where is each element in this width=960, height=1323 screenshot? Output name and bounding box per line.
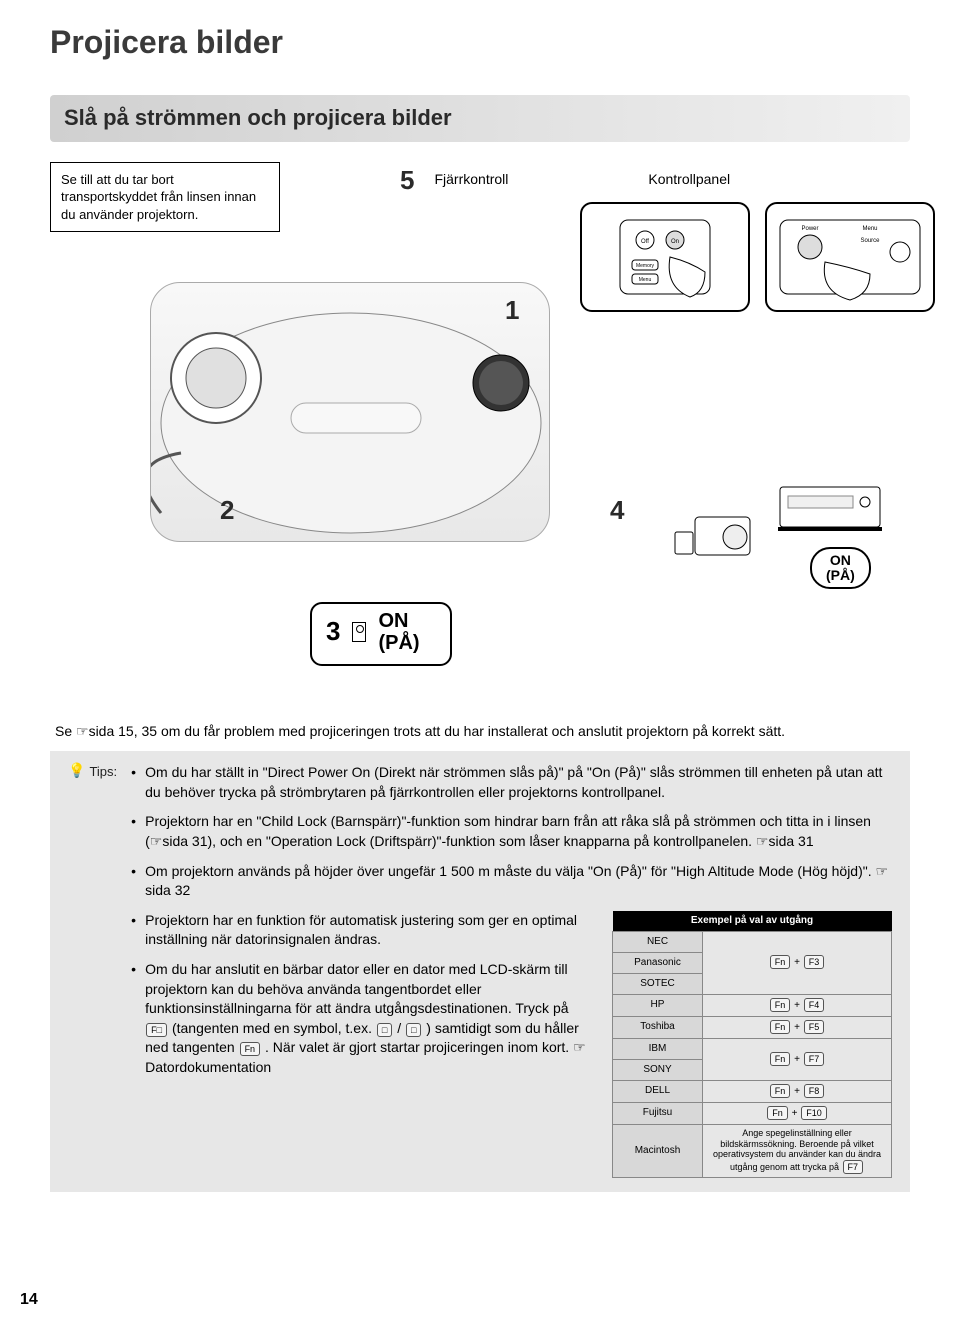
- svg-text:Memory: Memory: [636, 263, 655, 269]
- power-switch-icon: [352, 622, 366, 642]
- svg-text:Off: Off: [641, 239, 649, 245]
- tip-text: (tangenten med en symbol, t.ex.: [172, 1020, 376, 1036]
- tips-label-text: Tips:: [89, 763, 117, 781]
- table-row: ToshibaFn + F5: [613, 1016, 892, 1038]
- svg-text:On: On: [671, 239, 679, 245]
- setup-diagram: Se till att du tar bort transportskyddet…: [50, 162, 910, 702]
- svg-text:Power: Power: [801, 226, 818, 232]
- key-cap-monitor-icon: □: [406, 1023, 421, 1037]
- svg-text:Menu: Menu: [639, 277, 652, 283]
- tip-text: Om du har anslutit en bärbar dator eller…: [145, 961, 568, 1016]
- projector-illustration: [150, 282, 550, 542]
- controls-row: Off On Memory Menu Power Menu Source: [580, 202, 935, 312]
- brand-cell: HP: [613, 994, 703, 1016]
- step3-text: ON (PÅ): [378, 610, 419, 654]
- key-cap-fn: Fn: [240, 1042, 261, 1056]
- tip-text: /: [397, 1020, 405, 1036]
- key-cap-monitor-icon: □: [377, 1023, 392, 1037]
- table-header: Exempel på val av utgång: [613, 911, 892, 932]
- table-row: HPFn + F4: [613, 994, 892, 1016]
- remote-control-diagram: Off On Memory Menu: [580, 202, 750, 312]
- tip-item: Om du har anslutit en bärbar dator eller…: [131, 960, 592, 1078]
- table-row: MacintoshAnge spegelinställning eller bi…: [613, 1124, 892, 1177]
- table-row: FujitsuFn + F10: [613, 1102, 892, 1124]
- lens-note: Se till att du tar bort transportskyddet…: [50, 162, 280, 233]
- step-number-5: 5: [400, 162, 414, 198]
- svg-text:Source: Source: [860, 238, 880, 244]
- svg-text:Menu: Menu: [862, 226, 877, 232]
- page-title: Projicera bilder: [50, 20, 910, 65]
- step5-row: 5 Fjärrkontroll Kontrollpanel: [400, 162, 730, 198]
- tip-item: Projektorn har en "Child Lock (Barnspärr…: [131, 812, 892, 851]
- brand-cell: IBM: [613, 1038, 703, 1059]
- control-panel-diagram: Power Menu Source: [765, 202, 935, 312]
- tip-item: Om du har ställt in "Direct Power On (Di…: [131, 763, 892, 802]
- keys-cell: Fn + F7: [703, 1038, 892, 1080]
- brand-cell: SONY: [613, 1059, 703, 1080]
- mac-note-cell: Ange spegelinställning eller bildskärmss…: [703, 1124, 892, 1177]
- tips-block: 💡 Tips: Om du har ställt in "Direct Powe…: [50, 751, 910, 1192]
- table-row: IBMFn + F7: [613, 1038, 892, 1059]
- keys-cell: Fn + F8: [703, 1080, 892, 1102]
- cross-reference: Se ☞sida 15, 35 om du får problem med pr…: [50, 722, 910, 742]
- output-select-table: Exempel på val av utgång NECFn + F3Panas…: [612, 911, 892, 1178]
- step-number-3: 3: [326, 613, 340, 649]
- keys-cell: Fn + F10: [703, 1102, 892, 1124]
- keys-cell: Fn + F4: [703, 994, 892, 1016]
- step-number-2: 2: [220, 492, 234, 528]
- page-number: 14: [20, 1289, 38, 1311]
- tip-item: Projektorn har en funktion för automatis…: [131, 911, 592, 950]
- brand-cell: SOTEC: [613, 973, 703, 994]
- brand-cell: Panasonic: [613, 952, 703, 973]
- brand-cell: Toshiba: [613, 1016, 703, 1038]
- section-heading: Slå på strömmen och projicera bilder: [50, 95, 910, 142]
- brand-cell: Macintosh: [613, 1124, 703, 1177]
- remote-label: Fjärrkontroll: [434, 170, 508, 190]
- tips-label: 💡 Tips:: [68, 763, 117, 1178]
- key-cap-fx: F□: [146, 1023, 167, 1037]
- table-row: DELLFn + F8: [613, 1080, 892, 1102]
- panel-label: Kontrollpanel: [648, 170, 730, 190]
- step-number-1: 1: [505, 292, 519, 328]
- brand-cell: Fujitsu: [613, 1102, 703, 1124]
- keys-cell: Fn + F5: [703, 1016, 892, 1038]
- step-number-4: 4: [610, 492, 624, 528]
- brand-cell: NEC: [613, 931, 703, 952]
- tips-content: Om du har ställt in "Direct Power On (Di…: [131, 763, 892, 1178]
- brand-cell: DELL: [613, 1080, 703, 1102]
- step3-box: 3 ON (PÅ): [310, 602, 452, 666]
- on-pa-bubble: ON (PÅ): [810, 547, 871, 590]
- table-row: NECFn + F3: [613, 931, 892, 952]
- tip-item: Om projektorn används på höjder över ung…: [131, 862, 892, 901]
- bulb-icon: 💡: [68, 763, 85, 777]
- keys-cell: Fn + F3: [703, 931, 892, 994]
